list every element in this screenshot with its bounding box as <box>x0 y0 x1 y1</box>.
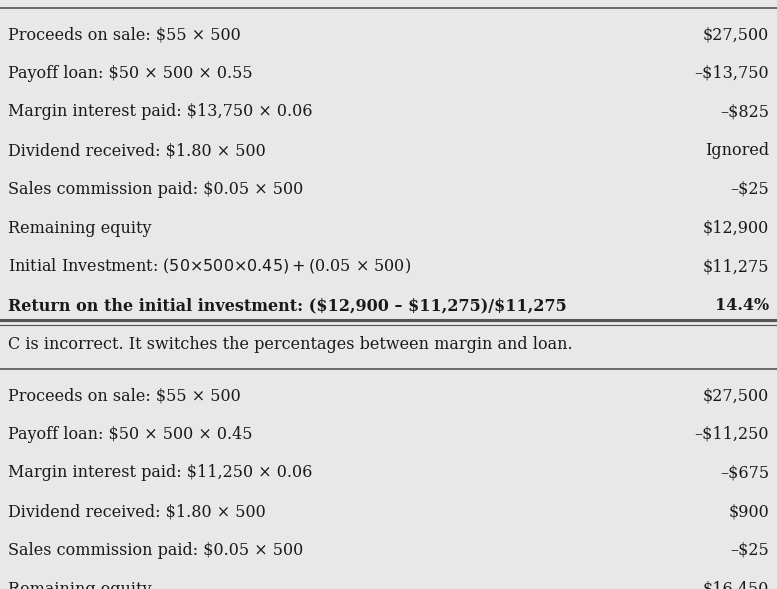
Text: Proceeds on sale: $55 × 500: Proceeds on sale: $55 × 500 <box>8 26 241 43</box>
Text: –$11,250: –$11,250 <box>695 426 769 443</box>
Text: Return on the initial investment: ($12,900 – $11,275)/$11,275: Return on the initial investment: ($12,9… <box>8 297 566 314</box>
Text: Margin interest paid: $11,250 × 0.06: Margin interest paid: $11,250 × 0.06 <box>8 465 312 481</box>
Text: –$825: –$825 <box>720 104 769 121</box>
Text: –$675: –$675 <box>720 465 769 481</box>
Text: Sales commission paid: $0.05 × 500: Sales commission paid: $0.05 × 500 <box>8 542 303 559</box>
Text: C is incorrect. It switches the percentages between margin and loan.: C is incorrect. It switches the percenta… <box>8 336 573 353</box>
Text: Dividend received: $1.80 × 500: Dividend received: $1.80 × 500 <box>8 503 266 520</box>
Text: Payoff loan: $50 × 500 × 0.45: Payoff loan: $50 × 500 × 0.45 <box>8 426 253 443</box>
Text: $11,275: $11,275 <box>702 258 769 275</box>
Text: 14.4%: 14.4% <box>715 297 769 314</box>
Text: –$25: –$25 <box>730 542 769 559</box>
Text: Remaining equity: Remaining equity <box>8 581 152 589</box>
Text: Dividend received: $1.80 × 500: Dividend received: $1.80 × 500 <box>8 142 266 159</box>
Text: Proceeds on sale: $55 × 500: Proceeds on sale: $55 × 500 <box>8 387 241 404</box>
Text: $27,500: $27,500 <box>703 387 769 404</box>
Text: $12,900: $12,900 <box>703 220 769 237</box>
Text: Payoff loan: $50 × 500 × 0.55: Payoff loan: $50 × 500 × 0.55 <box>8 65 253 82</box>
Text: Initial Investment: ($50 × 500 × 0.45) + ($0.05 × 500): Initial Investment: ($50 × 500 × 0.45) +… <box>8 257 411 276</box>
Text: $16,450: $16,450 <box>703 581 769 589</box>
Text: –$25: –$25 <box>730 181 769 198</box>
Text: Ignored: Ignored <box>705 142 769 159</box>
Text: $27,500: $27,500 <box>703 26 769 43</box>
Text: $900: $900 <box>729 503 769 520</box>
Text: –$13,750: –$13,750 <box>695 65 769 82</box>
Text: Remaining equity: Remaining equity <box>8 220 152 237</box>
Text: Margin interest paid: $13,750 × 0.06: Margin interest paid: $13,750 × 0.06 <box>8 104 312 121</box>
Text: Sales commission paid: $0.05 × 500: Sales commission paid: $0.05 × 500 <box>8 181 303 198</box>
